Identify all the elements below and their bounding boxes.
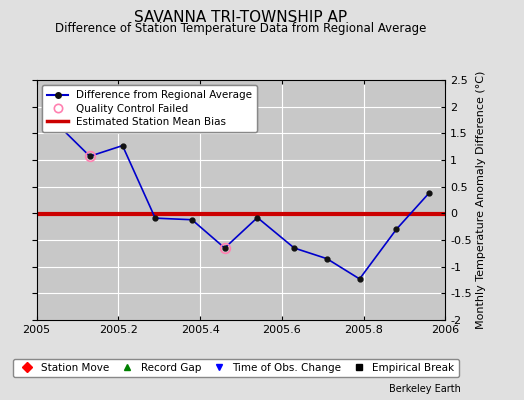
- Text: Difference of Station Temperature Data from Regional Average: Difference of Station Temperature Data f…: [56, 22, 427, 35]
- Text: Berkeley Earth: Berkeley Earth: [389, 384, 461, 394]
- Y-axis label: Monthly Temperature Anomaly Difference (°C): Monthly Temperature Anomaly Difference (…: [476, 71, 486, 329]
- Legend: Station Move, Record Gap, Time of Obs. Change, Empirical Break: Station Move, Record Gap, Time of Obs. C…: [13, 359, 458, 377]
- Text: SAVANNA TRI-TOWNSHIP AP: SAVANNA TRI-TOWNSHIP AP: [135, 10, 347, 25]
- Legend: Difference from Regional Average, Quality Control Failed, Estimated Station Mean: Difference from Regional Average, Qualit…: [42, 85, 257, 132]
